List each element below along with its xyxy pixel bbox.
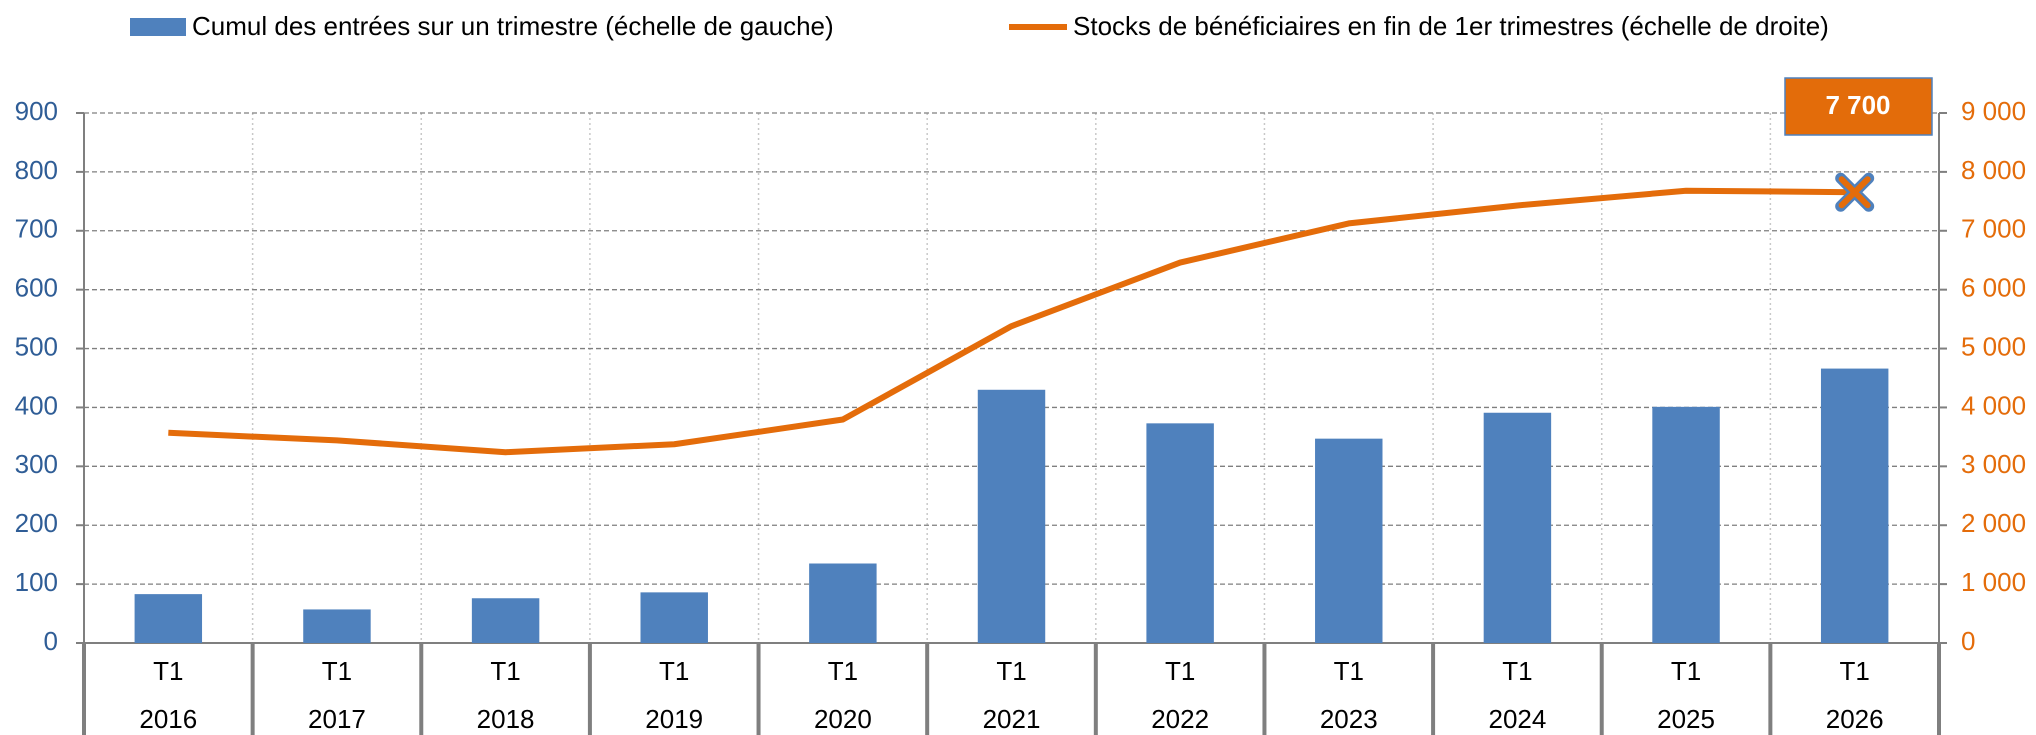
bar bbox=[471, 598, 540, 643]
x-quarter-label: T1 bbox=[996, 656, 1026, 686]
x-quarter-label: T1 bbox=[322, 656, 352, 686]
y-tick-label: 700 bbox=[15, 214, 58, 244]
legend-label: Stocks de bénéficiaires en fin de 1er tr… bbox=[1073, 11, 1829, 41]
y-tick-label: 900 bbox=[15, 96, 58, 126]
y2-tick-label: 9 000 bbox=[1961, 96, 2026, 126]
bar bbox=[1146, 423, 1214, 643]
x-quarter-label: T1 bbox=[1840, 656, 1870, 686]
y-tick-label: 400 bbox=[15, 390, 58, 420]
x-year-label: 2018 bbox=[477, 704, 535, 734]
legend-label: Cumul des entrées sur un trimestre (éche… bbox=[192, 11, 834, 41]
bar bbox=[640, 592, 708, 643]
y-tick-label: 0 bbox=[44, 626, 58, 656]
x-quarter-label: T1 bbox=[1334, 656, 1364, 686]
x-year-label: 2024 bbox=[1488, 704, 1546, 734]
bar bbox=[1820, 368, 1889, 643]
x-year-label: 2022 bbox=[1151, 704, 1209, 734]
bar bbox=[1315, 438, 1383, 643]
x-quarter-label: T1 bbox=[659, 656, 689, 686]
x-quarter-label: T1 bbox=[490, 656, 520, 686]
annotation: 7 700 bbox=[1825, 90, 1890, 120]
y2-tick-label: 5 000 bbox=[1961, 331, 2026, 361]
x-quarter-label: T1 bbox=[1502, 656, 1532, 686]
legend-swatch bbox=[130, 18, 186, 36]
annotation-box bbox=[1784, 77, 1933, 136]
y2-tick-label: 7 000 bbox=[1961, 214, 2026, 244]
x-quarter-label: T1 bbox=[1165, 656, 1195, 686]
bar bbox=[1652, 406, 1720, 643]
x-year-label: 2025 bbox=[1657, 704, 1715, 734]
x-year-label: 2016 bbox=[139, 704, 197, 734]
y2-tick-label: 8 000 bbox=[1961, 155, 2026, 185]
x-quarter-label: T1 bbox=[1671, 656, 1701, 686]
bar bbox=[1483, 412, 1552, 643]
y2-tick-label: 0 bbox=[1961, 626, 1975, 656]
y-tick-label: 300 bbox=[15, 449, 58, 479]
y2-tick-label: 1 000 bbox=[1961, 567, 2026, 597]
y-tick-label: 100 bbox=[15, 567, 58, 597]
bar bbox=[303, 609, 371, 643]
y-tick-label: 600 bbox=[15, 273, 58, 303]
y-tick-label: 200 bbox=[15, 508, 58, 538]
x-year-label: 2023 bbox=[1320, 704, 1378, 734]
y2-tick-label: 2 000 bbox=[1961, 508, 2026, 538]
y-tick-label: 500 bbox=[15, 331, 58, 361]
x-year-label: 2017 bbox=[308, 704, 366, 734]
y2-tick-label: 4 000 bbox=[1961, 390, 2026, 420]
bar bbox=[977, 389, 1046, 643]
x-year-label: 2020 bbox=[814, 704, 872, 734]
bar bbox=[809, 563, 877, 643]
x-quarter-label: T1 bbox=[828, 656, 858, 686]
line-series bbox=[168, 187, 1855, 456]
y2-tick-label: 3 000 bbox=[1961, 449, 2026, 479]
x-quarter-label: T1 bbox=[153, 656, 183, 686]
bar bbox=[134, 594, 203, 643]
x-year-label: 2026 bbox=[1826, 704, 1884, 734]
y2-tick-label: 6 000 bbox=[1961, 273, 2026, 303]
x-year-label: 2019 bbox=[645, 704, 703, 734]
point-marker-inner bbox=[1838, 176, 1871, 209]
y-tick-label: 800 bbox=[15, 155, 58, 185]
x-year-label: 2021 bbox=[983, 704, 1041, 734]
